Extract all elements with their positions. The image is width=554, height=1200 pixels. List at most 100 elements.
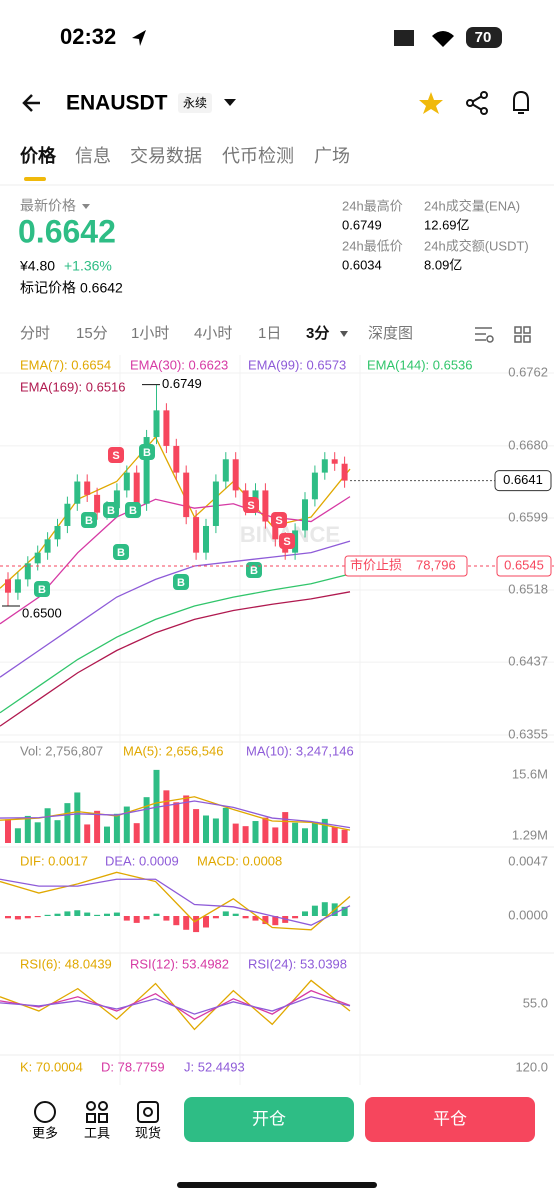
interval[interactable]: 1小时 [131,325,169,342]
candle-body [262,490,269,522]
interval[interactable]: 15分 [76,325,108,342]
candle-body [153,410,160,438]
volume-bar [163,790,170,843]
rsi-label: RSI(12): 53.4982 [130,956,229,971]
macd-bar [133,916,140,923]
price-tick: 0.6762 [508,364,548,379]
trade-marker [279,533,295,549]
rsi-label: RSI(6): 48.0439 [20,956,112,971]
volume-label: Vol: 2,756,807 [20,743,103,758]
favorite[interactable] [419,92,443,114]
symbol[interactable]: ENAUSDT [66,92,168,115]
open-button[interactable] [184,1097,354,1142]
trade-marker-label: B [107,505,115,517]
tab[interactable]: 广场 [314,146,350,166]
volume-ma-line [0,796,351,831]
close-label: 平仓 [433,1109,467,1128]
volume-bar [302,828,308,843]
stat-value: 0.6749 [342,217,382,232]
spot-icon[interactable] [137,1101,159,1123]
macd-bar [5,916,11,919]
volume-bar [153,769,160,843]
volume-bar [84,824,91,843]
candle-body [302,499,308,531]
rsi-line [0,996,351,1015]
trade-marker [34,581,50,597]
interval[interactable]: 4小时 [194,325,232,342]
volume-bar [252,821,259,843]
battery-level: 70 [475,29,492,46]
tab[interactable]: 代币检测 [222,146,294,166]
stat-value: 8.09亿 [424,257,462,272]
interval[interactable]: 1日 [258,325,281,342]
volume-bar [242,826,249,843]
ema-label: EMA(99): 0.6573 [248,357,346,372]
trade-marker [81,512,97,528]
tab[interactable]: 信息 [75,146,111,166]
layout-toggle[interactable] [514,326,531,343]
volume-bar [94,810,101,843]
interval[interactable]: 分时 [20,325,50,342]
share[interactable] [466,91,488,115]
interval[interactable]: 深度图 [368,325,413,342]
candle-body [272,521,279,540]
back[interactable] [22,94,40,112]
stat-value: 12.69亿 [424,217,470,232]
rsi-line [0,979,351,1031]
action-label[interactable]: 现货 [135,1125,161,1140]
dropdown[interactable] [224,99,236,106]
volume-bar [14,828,21,843]
volume-bar [133,823,140,843]
dropdown[interactable] [340,331,348,337]
candle-body [232,459,239,491]
price-tick: 0.6599 [508,509,548,524]
macd-bar [262,916,269,925]
ema-label: EMA(144): 0.6536 [367,357,473,372]
volume-bar [331,827,338,843]
candle-body [311,472,318,500]
candle-body [113,490,120,509]
indicator-settings[interactable] [475,327,494,343]
candle-body [193,517,200,553]
macd-bar [143,916,150,920]
macd-bar [14,916,21,920]
volume-tick: 1.29M [512,827,548,842]
close-button[interactable] [365,1097,535,1142]
more-icon[interactable] [34,1101,56,1123]
price-tick: 0.6518 [508,581,548,596]
volume-bar [104,826,110,843]
macd-bar [44,914,51,916]
tools-icon[interactable] [86,1101,108,1123]
volume-bar [203,815,209,843]
trade-marker [113,544,129,560]
change: +1.36% [64,258,112,274]
macd-bar [54,913,61,916]
macd-bar [222,911,229,916]
macd-bar [212,916,219,919]
trade-marker-label: S [112,450,119,462]
ema-label: EMA(7): 0.6654 [20,357,111,372]
interval[interactable]: 3分 [306,325,329,342]
candle-body [84,481,91,495]
trade-marker-label: S [283,536,290,548]
stop-qty: 78,796 [416,557,456,572]
ema-line [0,573,351,714]
stat-label: 24h成交额(USDT) [424,238,529,253]
alert[interactable] [513,90,529,114]
ema-line [0,540,351,678]
action-label[interactable]: 工具 [84,1125,110,1140]
volume-bar [282,812,289,843]
tab[interactable]: 价格 [20,145,57,166]
volume-bar [311,821,318,843]
trade-marker [243,497,259,513]
candle-body [341,463,348,481]
macd-bar [193,916,200,933]
volume-bar [34,822,41,843]
tab[interactable]: 交易数据 [130,146,202,166]
candle-body [24,563,31,580]
volume-label: MA(5): 2,656,546 [123,743,223,758]
action-label[interactable]: 更多 [32,1125,58,1140]
volume-bar [193,809,200,843]
trade-marker-label: B [117,547,125,559]
mark-label: 标记价格 [20,280,76,296]
